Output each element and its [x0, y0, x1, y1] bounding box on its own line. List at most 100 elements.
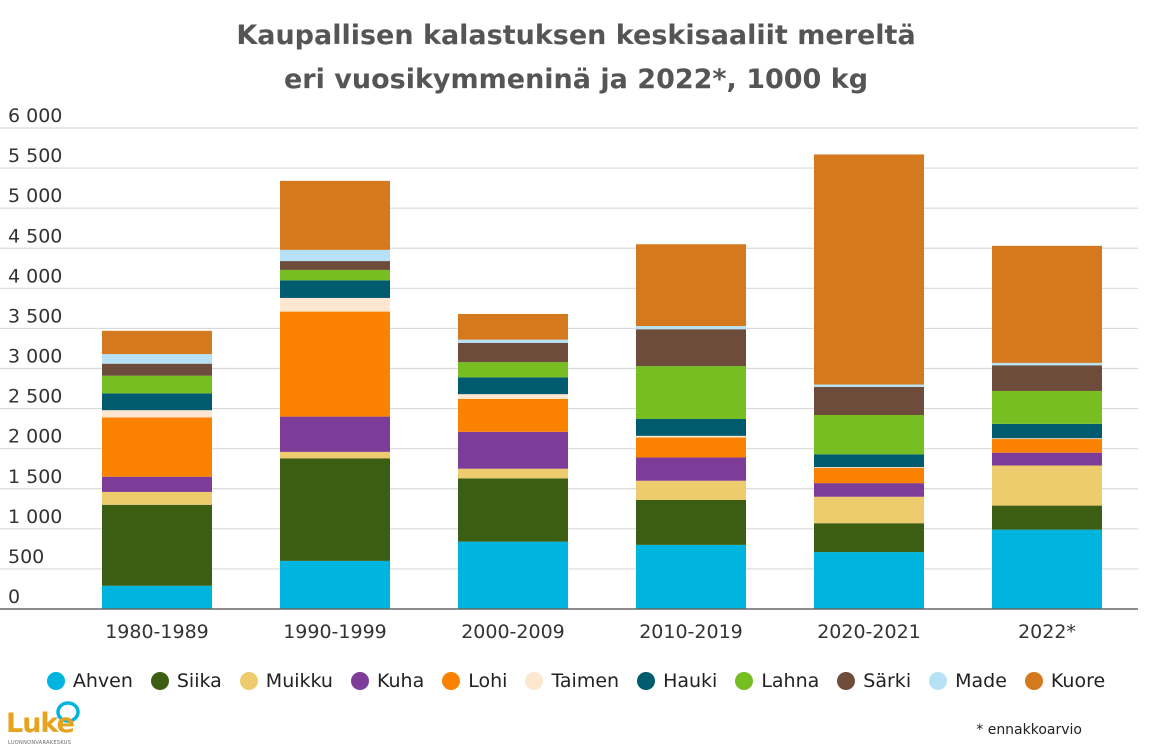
footnote: * ennakkoarvio — [976, 722, 1082, 738]
y-tick-label: 5 000 — [8, 185, 62, 207]
y-tick-label: 4 000 — [8, 265, 62, 287]
bar-segment — [992, 365, 1102, 391]
bar-segment — [458, 431, 568, 469]
bar-segment — [636, 366, 746, 420]
bar-segment — [102, 476, 212, 492]
bar-segment — [458, 394, 568, 399]
bar-segment — [458, 339, 568, 343]
bar-segment — [280, 180, 390, 250]
legend-swatch — [735, 672, 754, 690]
legend-label: Kuore — [1050, 670, 1106, 692]
bar-segment — [814, 414, 924, 455]
bar-segment — [814, 483, 924, 497]
bar-segment — [992, 505, 1102, 530]
bar-segment — [814, 154, 924, 385]
x-tick-label: 2020-2021 — [817, 621, 921, 643]
bar-segment — [636, 499, 746, 545]
legend-swatch — [929, 672, 948, 690]
bar-segment — [458, 468, 568, 479]
bar-segment — [102, 417, 212, 477]
y-tick-label: 5 500 — [8, 145, 62, 167]
legend-swatch — [239, 672, 258, 690]
legend-label: Kuha — [376, 670, 425, 692]
bar-segment — [636, 457, 746, 481]
chart-title-line2: eri vuosikymmeninä ja 2022*, 1000 kg — [283, 64, 869, 95]
bar-segment — [814, 386, 924, 415]
legend-item: Kuore — [1024, 670, 1106, 692]
bar-segment — [458, 342, 568, 363]
chart-title: Kaupallisen kalastuksen keskisaaliit mer… — [0, 14, 1152, 102]
legend-item: Hauki — [637, 670, 717, 692]
bar-segment — [280, 261, 390, 270]
bars — [102, 154, 1102, 609]
y-tick-label: 6 000 — [8, 105, 62, 127]
y-axis-ticks: 0 500 1 000 1 500 2 000 2 500 3 000 3 500 4 000 4… — [8, 105, 62, 608]
bar-segment — [992, 452, 1102, 466]
legend-item: Made — [929, 670, 1007, 692]
legend-item: Taimen — [525, 670, 619, 692]
bar-segment — [636, 544, 746, 609]
legend-item: Lahna — [735, 670, 819, 692]
bar-segment — [992, 529, 1102, 609]
bar-segment — [814, 384, 924, 387]
legend-swatch — [46, 672, 65, 690]
bar-segment — [992, 438, 1102, 440]
bar-segment — [102, 375, 212, 394]
bar-segment — [280, 311, 390, 417]
chart-title-line1: Kaupallisen kalastuksen keskisaaliit mer… — [236, 20, 916, 51]
bar-segment — [458, 362, 568, 378]
legend-item: Ahven — [46, 670, 133, 692]
bar-segment — [636, 419, 746, 436]
bar-segment — [636, 480, 746, 500]
bar-segment — [280, 416, 390, 452]
bar-segment — [814, 467, 924, 484]
y-tick-label: 0 — [8, 586, 20, 608]
legend-swatch — [837, 672, 856, 690]
legend-swatch — [525, 672, 544, 690]
legend-item: Kuha — [350, 670, 425, 692]
x-tick-label: 2022* — [1018, 621, 1076, 643]
bar-segment — [458, 377, 568, 395]
legend-label: Lohi — [468, 670, 508, 692]
legend: Ahven Siika Muikku Kuha Lohi Taimen Hauki Lahna… — [0, 670, 1152, 692]
bar-segment — [102, 363, 212, 376]
bar-segment — [814, 467, 924, 468]
x-tick-label: 2000-2009 — [461, 621, 565, 643]
bar-segment — [636, 329, 746, 367]
bar-segment — [636, 435, 746, 438]
bar-stack — [102, 330, 212, 609]
logo-subtitle: LUONNONVARAKESKUS — [8, 740, 72, 746]
bar-segment — [102, 491, 212, 505]
bar-segment — [458, 398, 568, 432]
logo-word: Luke — [6, 708, 75, 739]
legend-label: Taimen — [551, 670, 620, 692]
legend-label: Made — [955, 670, 1007, 692]
bar-segment — [814, 454, 924, 468]
bar-segment — [636, 326, 746, 330]
logo-bubble-icon — [56, 701, 80, 726]
bar-segment — [102, 410, 212, 418]
y-tick-label: 2 500 — [8, 386, 62, 408]
bar-segment — [992, 465, 1102, 506]
legend-label: Hauki — [663, 670, 718, 692]
stacked-bar-chart: 0 500 1 000 1 500 2 000 2 500 3 000 3 500 4 000 4… — [0, 105, 1138, 643]
bar-segment — [102, 393, 212, 411]
bar-stack — [992, 245, 1102, 609]
bar-segment — [280, 249, 390, 262]
y-tick-label: 3 000 — [8, 346, 62, 368]
bar-segment — [280, 280, 390, 298]
bar-segment — [458, 478, 568, 542]
y-tick-label: 3 500 — [8, 305, 62, 327]
bar-segment — [280, 458, 390, 561]
bar-segment — [992, 423, 1102, 439]
legend-swatch — [1024, 672, 1043, 690]
bar-segment — [102, 585, 212, 609]
bar-segment — [814, 496, 924, 524]
bar-segment — [458, 313, 568, 340]
legend-item: Muikku — [239, 670, 333, 692]
y-tick-label: 1 000 — [8, 506, 62, 528]
legend-label: Lahna — [761, 670, 820, 692]
y-tick-label: 500 — [8, 546, 44, 568]
bar-segment — [636, 244, 746, 327]
bar-segment — [636, 437, 746, 458]
